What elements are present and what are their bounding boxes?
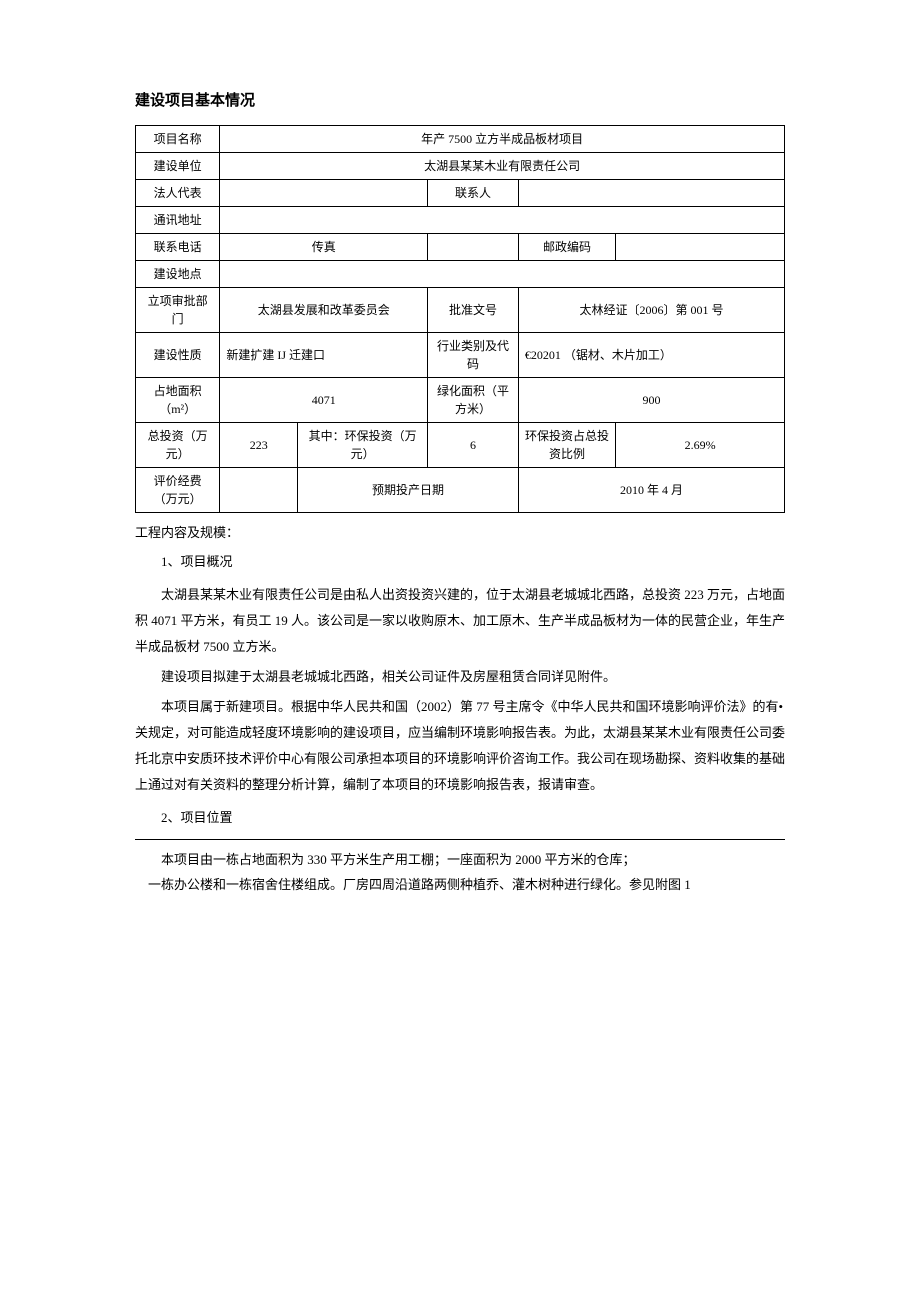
value-expected-date: 2010 年 4 月 [518,467,784,512]
value-env-invest: 6 [428,422,519,467]
section-label: 工程内容及规模： [135,523,785,543]
label-industry-code: 行业类别及代码 [428,332,519,377]
label-address: 通讯地址 [136,206,220,233]
label-expected-date: 预期投产日期 [298,467,519,512]
value-site [220,260,785,287]
value-green-area: 900 [518,377,784,422]
value-project-name: 年产 7500 立方半成品板材项目 [220,125,785,152]
label-site: 建设地点 [136,260,220,287]
paragraph: 太湖县某某木业有限责任公司是由私人出资投资兴建的，位于太湖县老城城北西路，总投资… [135,582,785,660]
label-build-nature: 建设性质 [136,332,220,377]
value-fax [428,233,519,260]
table-row: 建设地点 [136,260,785,287]
value-build-nature: 新建扩建 IJ 迁建口 [220,332,428,377]
label-env-invest: 其中：环保投资（万元） [298,422,428,467]
value-industry-code: €20201 （锯材、木片加工） [518,332,784,377]
table-row: 立项审批部门 太湖县发展和改革委员会 批准文号 太林经证〔2006〕第 001 … [136,287,785,332]
table-row: 建设单位 太湖县某某木业有限责任公司 [136,152,785,179]
table-row: 占地面积（m²） 4071 绿化面积（平方米） 900 [136,377,785,422]
paragraph: 建设项目拟建于太湖县老城城北西路，相关公司证件及房屋租赁合同详见附件。 [135,664,785,690]
value-total-invest: 223 [220,422,298,467]
label-contact: 联系人 [428,179,519,206]
divider [135,839,785,840]
label-legal-rep: 法人代表 [136,179,220,206]
table-row: 法人代表 联系人 [136,179,785,206]
table-row: 项目名称 年产 7500 立方半成品板材项目 [136,125,785,152]
value-build-unit: 太湖县某某木业有限责任公司 [220,152,785,179]
value-contact [518,179,784,206]
label-phone: 联系电话 [136,233,220,260]
value-land-area: 4071 [220,377,428,422]
label-env-ratio: 环保投资占总投资比例 [518,422,615,467]
label-green-area: 绿化面积（平方米） [428,377,519,422]
page-title: 建设项目基本情况 [135,90,785,113]
subhead-2: 2、项目位置 [161,808,785,828]
value-approval-dept: 太湖县发展和改革委员会 [220,287,428,332]
label-postcode: 邮政编码 [518,233,615,260]
value-address [220,206,785,233]
value-approval-no: 太林经证〔2006〕第 001 号 [518,287,784,332]
value-postcode [616,233,785,260]
paragraph: 一栋办公楼和一栋宿舍住楼组成。厂房四周沿道路两侧种植乔、灌木树种进行绿化。参见附… [135,873,785,898]
table-row: 总投资（万元） 223 其中：环保投资（万元） 6 环保投资占总投资比例 2.6… [136,422,785,467]
value-env-ratio: 2.69% [616,422,785,467]
label-approval-dept: 立项审批部门 [136,287,220,332]
label-land-area: 占地面积（m²） [136,377,220,422]
value-eval-fee [220,467,298,512]
label-build-unit: 建设单位 [136,152,220,179]
label-project-name: 项目名称 [136,125,220,152]
label-total-invest: 总投资（万元） [136,422,220,467]
label-approval-no: 批准文号 [428,287,519,332]
paragraph: 本项目由一栋占地面积为 330 平方米生产用工棚；一座面积为 2000 平方米的… [135,848,785,873]
table-row: 通讯地址 [136,206,785,233]
table-row: 建设性质 新建扩建 IJ 迁建口 行业类别及代码 €20201 （锯材、木片加工… [136,332,785,377]
paragraph: 本项目属于新建项目。根据中华人民共和国（2002）第 77 号主席令《中华人民共… [135,694,785,798]
label-fax: 传真 [220,233,428,260]
table-row: 评价经费（万元） 预期投产日期 2010 年 4 月 [136,467,785,512]
table-row: 联系电话 传真 邮政编码 [136,233,785,260]
value-legal-rep [220,179,428,206]
subhead-1: 1、项目概况 [161,552,785,572]
project-info-table: 项目名称 年产 7500 立方半成品板材项目 建设单位 太湖县某某木业有限责任公… [135,125,785,513]
label-eval-fee: 评价经费（万元） [136,467,220,512]
